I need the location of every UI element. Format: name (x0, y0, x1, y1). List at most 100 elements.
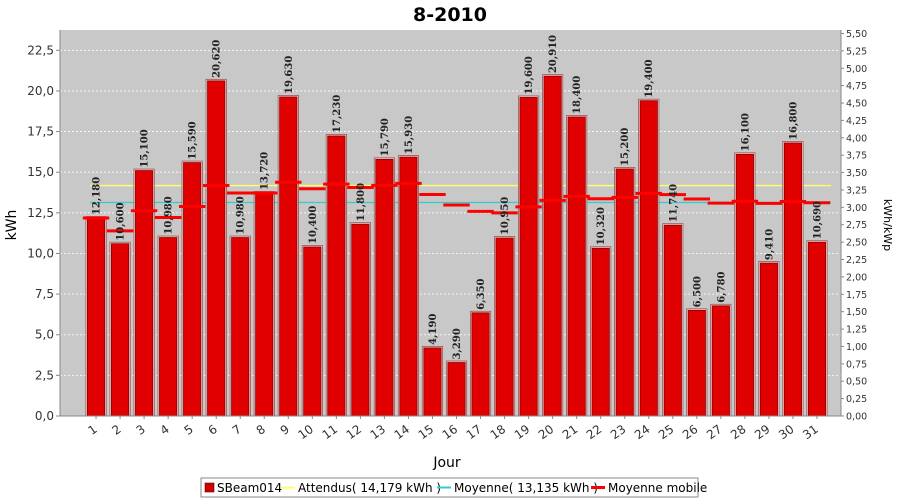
data-label: 10,950 (500, 197, 511, 235)
x-tick-label: 21 (560, 422, 581, 442)
bar (614, 167, 636, 417)
data-label: 6,350 (476, 278, 487, 309)
y-tick-label: 22,5 (27, 43, 54, 57)
data-label: 20,620 (212, 40, 223, 78)
data-label: 19,600 (524, 56, 535, 94)
bar-fill (591, 247, 610, 417)
bar (109, 241, 131, 417)
y2-tick-label: 0,25 (846, 394, 867, 405)
bar (229, 235, 251, 417)
bar (277, 95, 299, 417)
y-tick-label: 0,0 (35, 409, 54, 423)
y-tick-label: 17,5 (27, 125, 54, 139)
y2-tick-label: 5,25 (846, 46, 867, 57)
bar-fill (327, 135, 346, 417)
data-label: 15,590 (188, 121, 199, 159)
data-label: 16,100 (740, 113, 751, 151)
y-tick-label: 7,5 (35, 287, 54, 301)
data-label: 4,190 (428, 314, 439, 345)
y-tick-label: 20,0 (27, 84, 54, 98)
y-tick-label: 12,5 (27, 206, 54, 220)
bar (518, 95, 540, 417)
data-label: 10,690 (812, 201, 823, 239)
data-label: 10,400 (308, 206, 319, 244)
data-label: 19,400 (644, 59, 655, 97)
bar (806, 240, 828, 417)
x-axis-label: Jour (432, 455, 461, 471)
bar-fill (399, 156, 418, 417)
x-tick-label: 3 (134, 422, 148, 438)
x-tick-label: 26 (680, 422, 701, 442)
data-label: 6,780 (716, 271, 727, 302)
data-label: 18,400 (572, 76, 583, 114)
legend: SBeam014 Attendus( 14,179 kWh ) Moyenne(… (200, 477, 707, 498)
bar-fill (447, 362, 466, 417)
y2-tick-label: 1,75 (846, 290, 867, 301)
bar-fill (783, 142, 802, 417)
data-label: 12,180 (92, 177, 103, 215)
x-tick-label: 20 (536, 422, 557, 442)
bar-fill (207, 80, 226, 417)
bar (421, 346, 444, 417)
x-tick-label: 14 (392, 422, 413, 442)
y2-tick-label: 4,25 (846, 116, 867, 127)
data-label: 15,930 (404, 116, 415, 154)
x-tick-label: 17 (464, 422, 485, 442)
legend-item-attendus: Attendus( 14,179 kWh ) (298, 481, 441, 495)
y2-tick-label: 3,00 (846, 203, 867, 214)
x-tick-label: 18 (488, 422, 509, 442)
x-axis-ticks: 1 2 3 4 5 6 7 8 9 10 11 12 13 14 15 16 17 18 19 20 21 22 23 24 2… (85, 416, 821, 442)
x-tick-label: 23 (608, 422, 629, 442)
bar (734, 152, 756, 417)
y-axis-ticks: 0,0 2,5 5,0 7,5 10,0 12,5 15,0 17,5 20,0 22,5 (27, 43, 60, 423)
data-label: 13,720 (260, 152, 271, 190)
y-tick-label: 15,0 (27, 165, 54, 179)
bar-fill (711, 305, 730, 417)
bar-fill (86, 217, 106, 417)
y2-tick-label: 0,00 (846, 412, 867, 423)
bar-fill (495, 237, 514, 417)
data-label: 16,800 (788, 102, 799, 140)
data-label: 19,630 (284, 56, 295, 94)
bar (662, 223, 684, 417)
y2-axis-ticks: 0,00 0,25 0,50 0,75 1,00 1,25 1,50 1,75 2,00 2,25… (841, 29, 867, 423)
bar-fill (279, 96, 298, 417)
data-label: 10,980 (236, 196, 247, 234)
x-tick-label: 9 (278, 422, 292, 438)
moving-average (82, 180, 831, 233)
bar-fill (375, 158, 394, 417)
legend-item-sbeam: SBeam014 (217, 481, 282, 495)
y2-tick-label: 0,50 (846, 377, 867, 388)
bar-fill (663, 224, 682, 417)
y2-tick-label: 2,50 (846, 238, 867, 249)
bar (686, 308, 708, 417)
legend-item-moyenne-mobile: Moyenne mobile (608, 481, 707, 495)
y2-tick-label: 4,50 (846, 99, 867, 110)
y2-tick-label: 4,00 (846, 133, 867, 144)
data-label: 3,290 (452, 328, 463, 359)
y2-tick-label: 3,25 (846, 185, 867, 196)
bar-fill (735, 153, 754, 417)
bar (494, 236, 516, 417)
bar-fill (615, 168, 634, 417)
bar (133, 168, 155, 417)
y2-tick-label: 0,75 (846, 359, 867, 370)
legend-item-moyenne: Moyenne( 13,135 kWh ) (454, 481, 598, 495)
data-label: 11,740 (668, 184, 679, 222)
data-label: 17,230 (332, 95, 343, 133)
bar (181, 160, 203, 417)
x-tick-label: 1 (85, 422, 99, 438)
y2-tick-label: 2,00 (846, 272, 867, 283)
bar (85, 216, 107, 417)
x-tick-label: 7 (230, 422, 244, 438)
x-tick-label: 8 (254, 422, 268, 438)
x-tick-label: 19 (512, 422, 533, 442)
x-tick-label: 30 (776, 422, 797, 442)
x-tick-label: 25 (656, 422, 677, 442)
bar (301, 245, 323, 417)
bar-fill (303, 246, 322, 417)
data-label: 9,410 (764, 229, 775, 260)
bar (445, 360, 468, 417)
y2-tick-label: 2,25 (846, 255, 867, 266)
